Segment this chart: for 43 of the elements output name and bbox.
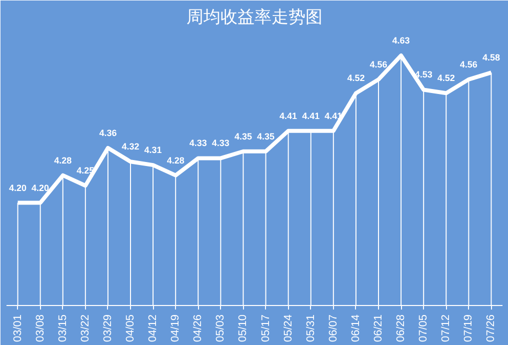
chart-title: 周均收益率走势图 <box>186 8 322 26</box>
data-label: 4.41 <box>280 110 298 121</box>
x-tick-label: 07/19 <box>462 314 475 342</box>
data-label: 4.28 <box>166 155 184 166</box>
x-tick-label: 03/29 <box>102 314 114 342</box>
x-tick-label: 05/03 <box>214 314 227 342</box>
x-tick-label: 05/10 <box>237 314 250 342</box>
data-label: 4.41 <box>302 110 320 121</box>
x-tick-label: 07/12 <box>440 314 452 342</box>
data-label: 4.31 <box>144 145 162 156</box>
data-label: 4.56 <box>370 59 388 70</box>
data-label: 4.28 <box>54 155 72 166</box>
data-label: 4.20 <box>9 182 27 193</box>
x-tick-label: 04/19 <box>170 314 182 342</box>
data-label: 4.33 <box>189 138 207 148</box>
x-tick-label: 05/17 <box>260 314 272 342</box>
data-label: 4.56 <box>460 59 478 70</box>
x-tick-label: 07/05 <box>418 314 430 342</box>
data-label: 4.52 <box>347 73 365 84</box>
data-label: 4.33 <box>212 138 230 148</box>
x-tick-label: 07/26 <box>485 314 498 342</box>
data-label: 4.52 <box>437 73 455 84</box>
data-label: 4.35 <box>257 131 275 142</box>
data-label: 4.36 <box>99 128 117 138</box>
x-tick-label: 04/05 <box>124 314 136 342</box>
data-label: 4.63 <box>392 35 410 46</box>
x-tick-label: 05/24 <box>282 314 294 342</box>
x-tick-label: 03/08 <box>34 314 46 342</box>
x-tick-label: 03/01 <box>12 314 24 342</box>
data-label: 4.35 <box>234 131 252 142</box>
x-tick-label: 03/22 <box>79 314 92 342</box>
x-tick-label: 05/31 <box>304 314 317 342</box>
x-tick-label: 04/26 <box>192 314 204 342</box>
data-label: 4.32 <box>122 142 140 152</box>
x-tick-label: 06/07 <box>327 314 340 342</box>
x-tick-label: 04/12 <box>147 314 160 342</box>
data-label: 4.53 <box>414 70 432 80</box>
data-label: 4.20 <box>32 182 50 193</box>
x-tick-label: 06/21 <box>372 314 384 342</box>
x-tick-label: 03/15 <box>56 314 69 342</box>
data-label: 4.58 <box>482 52 500 63</box>
x-tick-label: 06/28 <box>395 314 408 342</box>
x-tick-label: 06/14 <box>350 314 362 342</box>
